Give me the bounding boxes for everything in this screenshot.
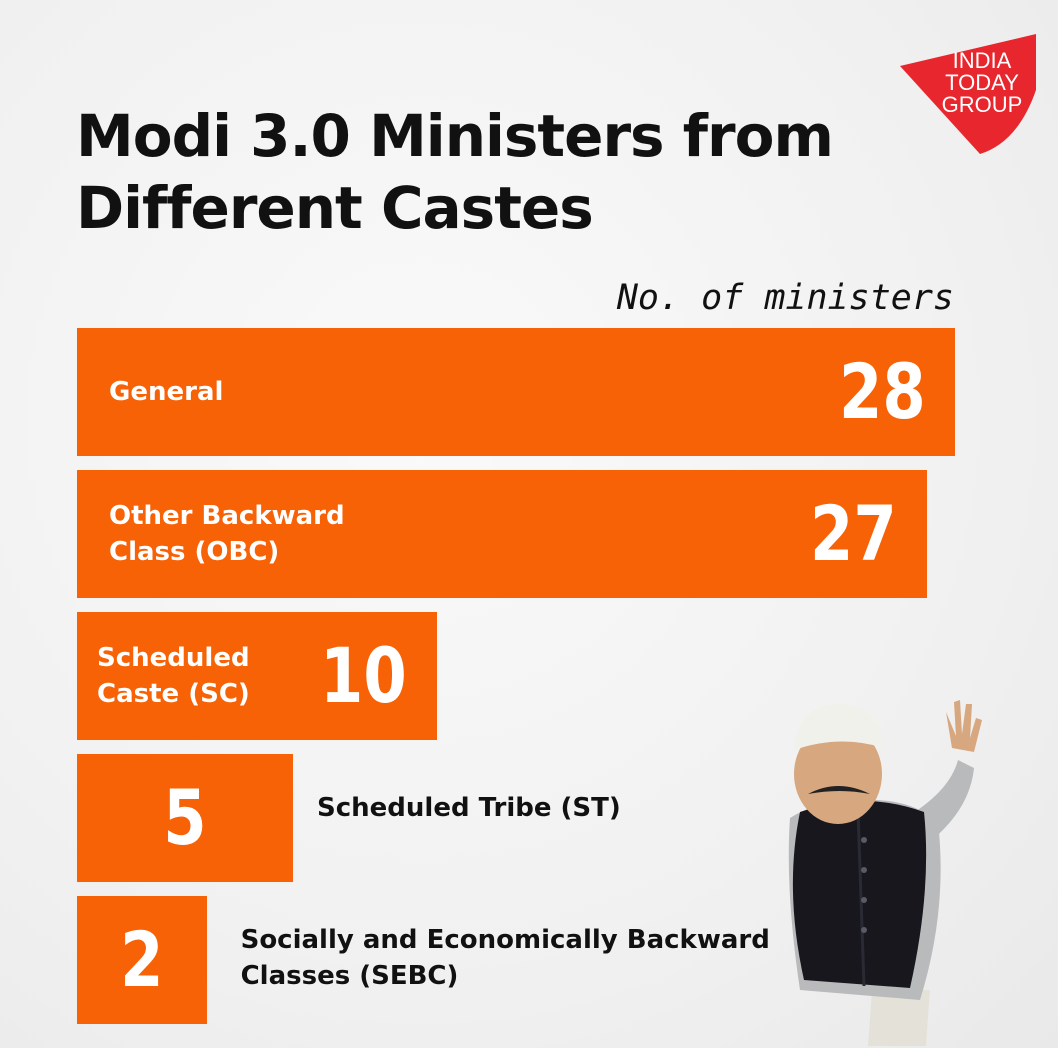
- logo-line-3: GROUP: [942, 92, 1023, 117]
- bar-label-1: Other Backward Class (OBC): [109, 501, 345, 567]
- bar-value-2: 10: [320, 631, 407, 720]
- bar-value-3: 5: [163, 773, 207, 862]
- bar-2: [77, 612, 437, 740]
- bar-label-4: Socially and Economically Backward Class…: [240, 925, 770, 991]
- india-today-logo: INDIA TODAY GROUP: [900, 34, 1036, 154]
- logo-line-2: TODAY: [945, 70, 1019, 95]
- logo-line-1: INDIA: [953, 48, 1012, 73]
- bar-1: [77, 470, 927, 598]
- bar-0: [77, 328, 956, 456]
- bar-label-3: Scheduled Tribe (ST): [317, 793, 621, 823]
- bar-value-0: 28: [838, 347, 926, 436]
- column-header: No. of ministers: [616, 278, 954, 318]
- bar-value-4: 2: [120, 915, 164, 1004]
- bar-value-1: 27: [809, 489, 897, 578]
- bar-3: [77, 754, 293, 882]
- waving-leader-illustration: [788, 700, 982, 1046]
- chart-title: Modi 3.0 Ministers from Different Castes: [76, 102, 834, 242]
- bar-label-2: Scheduled Caste (SC): [97, 643, 250, 709]
- bar-label-0: General: [109, 377, 224, 407]
- bar-4: [77, 896, 207, 1024]
